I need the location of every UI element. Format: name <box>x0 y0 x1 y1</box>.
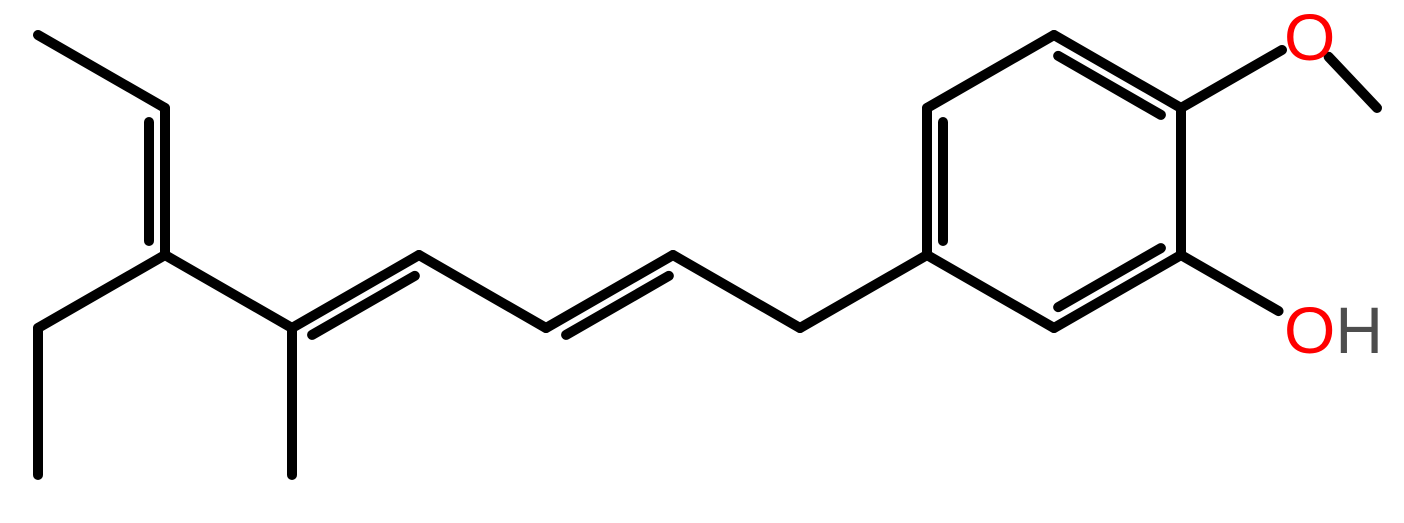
bond <box>38 35 165 108</box>
atom-label-OH: OH <box>1284 293 1383 367</box>
bond <box>927 255 1054 328</box>
bond <box>38 255 165 328</box>
bond <box>927 35 1054 108</box>
bond <box>419 255 546 328</box>
bond <box>1329 57 1377 108</box>
bond <box>1181 50 1282 108</box>
molecule-canvas: O OH <box>0 0 1404 523</box>
bond <box>800 255 927 328</box>
bond <box>1054 255 1181 328</box>
bond <box>1054 35 1181 108</box>
atom-label-O: O <box>1284 0 1335 74</box>
bond <box>292 255 419 328</box>
bond <box>165 255 292 328</box>
bond <box>1181 255 1279 311</box>
bond <box>546 255 673 328</box>
bond <box>673 255 800 328</box>
